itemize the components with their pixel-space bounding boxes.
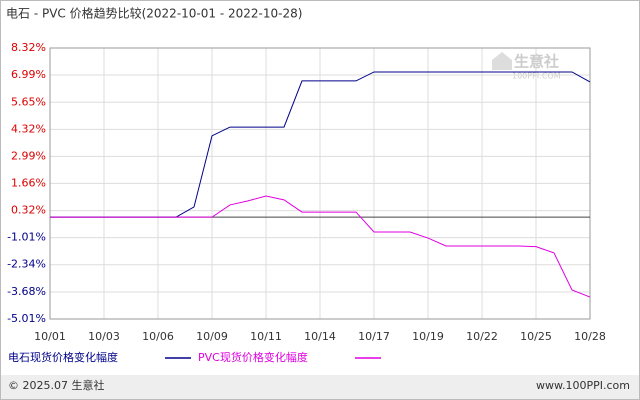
x-tick-label: 10/19 — [412, 330, 444, 343]
y-tick-label: -5.01% — [7, 312, 46, 325]
watermark-logo — [492, 52, 512, 70]
y-tick-label: -3.68% — [7, 285, 46, 298]
x-tick-label: 10/25 — [520, 330, 552, 343]
plot-border — [49, 47, 591, 320]
footer-copyright: © 2025.07 生意社 — [8, 378, 104, 392]
y-tick-label: 1.66% — [11, 176, 46, 189]
y-tick-label: 4.32% — [11, 122, 46, 135]
footer-bar — [1, 375, 639, 399]
x-tick-label: 10/14 — [304, 330, 336, 343]
x-tick-label: 10/28 — [574, 330, 606, 343]
x-tick-label: 10/11 — [250, 330, 282, 343]
watermark-text: 生意社 — [514, 53, 559, 71]
y-tick-label: 0.32% — [11, 204, 46, 217]
x-tick-label: 10/03 — [88, 330, 120, 343]
y-tick-label: 5.65% — [11, 95, 46, 108]
y-tick-label: 6.99% — [11, 68, 46, 81]
legend-label: 电石现货价格变化幅度 — [8, 350, 118, 364]
x-tick-label: 10/01 — [34, 330, 66, 343]
x-tick-label: 10/09 — [196, 330, 228, 343]
series-line — [50, 195, 591, 298]
footer-site: www.100PPI.com — [536, 379, 630, 392]
y-tick-label: 2.99% — [11, 149, 46, 162]
y-tick-label: -1.01% — [7, 231, 46, 244]
legend-label: PVC现货价格变化幅度 — [198, 350, 308, 364]
chart-title: 电石 - PVC 价格趋势比较(2022-10-01 - 2022-10-28) — [6, 6, 302, 21]
x-tick-label: 10/06 — [142, 330, 174, 343]
x-tick-label: 10/22 — [466, 330, 498, 343]
x-tick-label: 10/17 — [358, 330, 390, 343]
y-tick-label: 8.32% — [11, 41, 46, 54]
y-tick-label: -2.34% — [7, 258, 46, 271]
